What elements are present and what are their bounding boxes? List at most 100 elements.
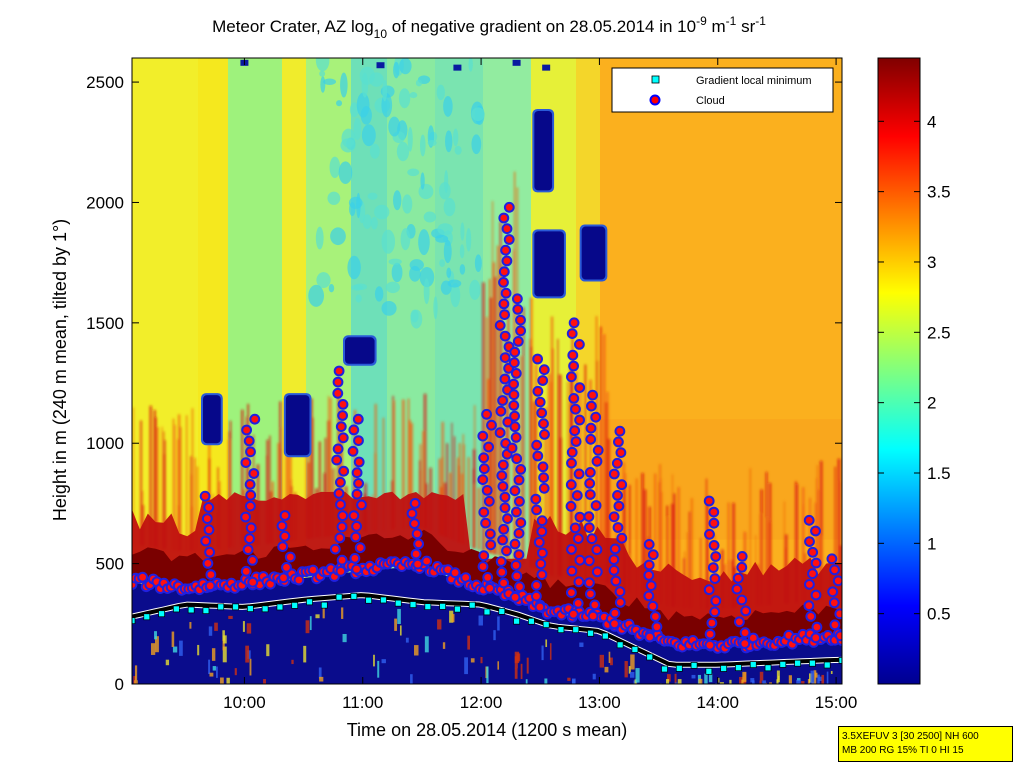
heatmap-column [378,58,382,684]
cloud-marker [584,478,596,489]
heatmap-column [732,58,736,684]
surface-speck [234,668,237,676]
cloud-marker [245,522,257,534]
cloud-marker [509,346,521,358]
cloud-marker [536,569,548,580]
heatmap-column [822,58,826,684]
cloud-marker [535,558,547,570]
heatmap-column [474,58,478,684]
gradient-minimum-marker [794,659,801,667]
heatmap-column [261,58,265,684]
surface-speck [830,670,833,675]
cloud-marker [478,550,490,562]
heatmap-speckle [381,300,397,316]
heatmap-column [240,58,244,684]
chart-title: Meteor Crater, AZ log10 of negative grad… [212,14,766,41]
gradient-minimum-marker [468,601,476,609]
heatmap-column [420,58,424,684]
surface-speck [604,666,609,673]
cloud-marker [829,564,840,576]
cloud-marker [569,522,581,534]
colorbar-tick-label: 3.5 [927,183,951,202]
gradient-minimum-marker [838,657,842,664]
heatmap-column [369,58,373,684]
heatmap-column [768,58,772,684]
cloud-marker [509,538,521,550]
cloud-marker [204,546,216,558]
heatmap-column [207,58,211,684]
heatmap-column [741,58,745,684]
cloud-marker [586,533,598,545]
heatmap-speckle [468,58,473,72]
heatmap-column [630,58,634,684]
gradient-minimum-marker [409,601,417,608]
cloud-marker [336,554,348,566]
surface-speck [759,671,764,681]
cloud-marker [568,360,579,372]
cloud-marker [486,419,497,431]
heatmap-column [363,58,367,684]
heatmap-column [717,58,721,684]
x-axis: 10:00 11:00 12:00 13:00 14:00 15:00 [223,58,857,712]
gradient-minimum-marker [380,596,387,604]
cloud-marker [573,576,585,588]
patch-speck [542,64,551,71]
heatmap-column [306,58,310,684]
surface-speck [514,656,518,669]
cloud-marker [503,234,515,245]
gradient-minimum-marker [557,626,565,634]
heatmap-column [750,58,754,684]
cloud-marker [565,500,577,512]
heatmap-column [738,58,742,684]
cloud-marker [740,605,752,617]
cloud-marker [832,575,842,587]
cloud-marker [351,467,363,479]
heatmap-speckle [367,192,378,200]
cloud-marker [497,459,509,471]
heatmap-column [678,58,682,684]
heatmap-column [345,58,349,684]
cloud-marker [591,544,603,556]
gradient-minimum-marker [187,606,195,614]
surface-speck [165,659,170,666]
surface-speck [497,616,500,631]
heatmap-column [300,58,304,684]
heatmap-column [144,58,148,684]
surface-speck [424,636,429,653]
cloud-marker [494,320,506,331]
heatmap-column [177,58,181,684]
cloud-marker [570,403,581,415]
surface-speck [381,659,386,664]
cloud-marker [826,553,838,565]
cloud-marker [348,510,360,521]
info-box-line-1: 3.5XEFUV 3 [30 2500] NH 600 [842,731,979,742]
heatmap-speckle [459,264,466,275]
heatmap-column [228,58,232,684]
surface-speck [628,666,631,674]
cloud-marker [585,588,596,600]
heatmap-speckle [391,262,403,283]
cloud-marker [647,600,659,612]
colorbar-tick-label: 3 [927,253,936,272]
heatmap-column [408,58,412,684]
cloud-marker [807,568,818,580]
heatmap-column [417,58,421,684]
heatmap-column [618,58,622,684]
cloud-marker [515,325,526,337]
cloud-marker [651,621,663,633]
surface-speck [526,657,529,674]
cloud-marker [477,474,489,486]
cloud-marker [496,566,508,578]
heatmap-speckle [369,143,380,159]
surface-speck [486,666,489,684]
cloud-marker [513,527,525,539]
heatmap-column [327,58,331,684]
heatmap-column [657,58,661,684]
colorbar-tick-label: 0.5 [927,605,951,624]
cloud-marker [810,557,822,569]
heatmap-column [312,58,316,684]
patch-speck [376,62,385,69]
surface-speck [478,615,483,626]
heatmap-column [174,58,178,684]
heatmap-speckle [415,79,423,87]
